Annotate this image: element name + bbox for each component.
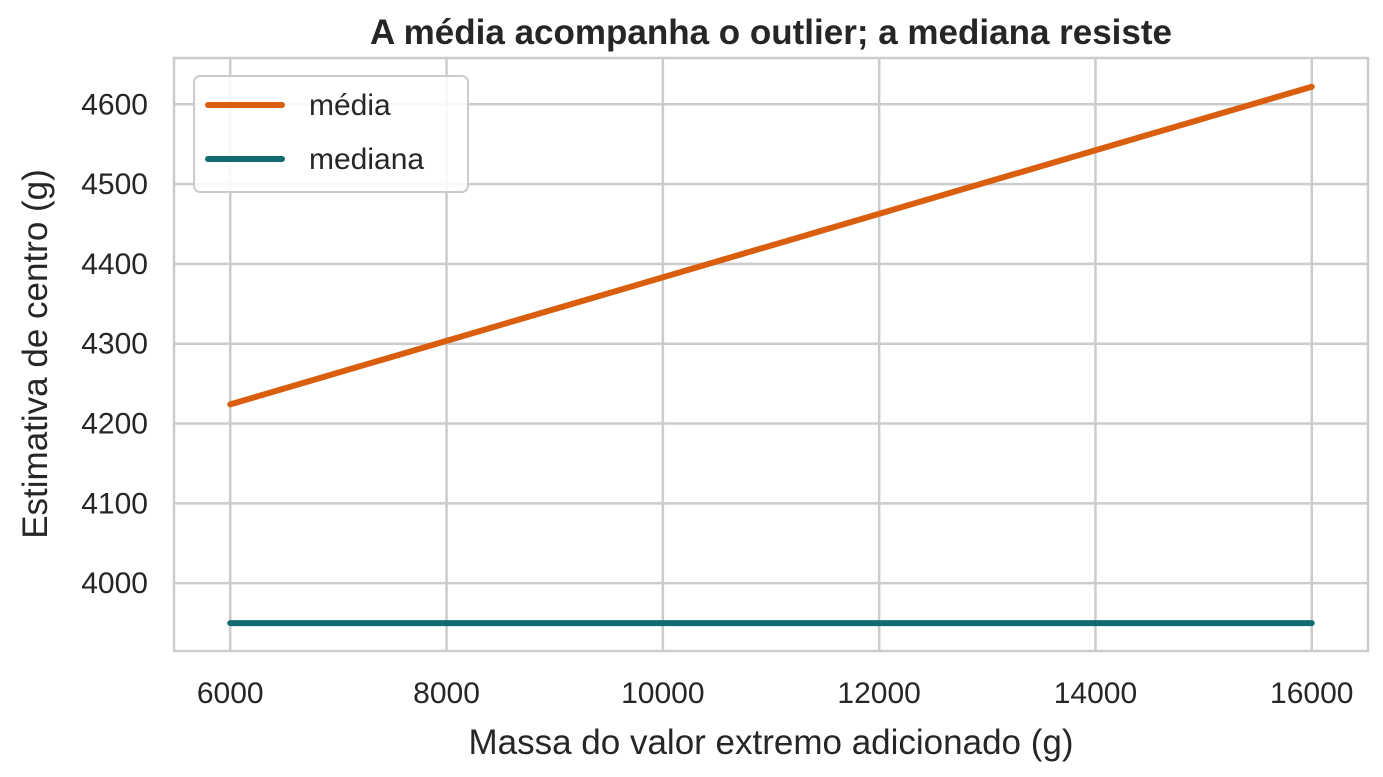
x-tick-label: 6000 (197, 677, 264, 710)
plot-frame (172, 56, 1370, 653)
series-line-media (227, 83, 1315, 408)
y-tick-label: 4200 (81, 408, 148, 441)
y-axis-label: Estimativa de centro (g) (16, 169, 55, 539)
legend-label: média (309, 89, 391, 122)
legend: média mediana (193, 75, 469, 193)
x-tick-label: 8000 (413, 677, 480, 710)
y-tick-label: 4400 (81, 248, 148, 281)
y-tick-label: 4000 (81, 567, 148, 600)
y-tick-label: 4300 (81, 328, 148, 361)
x-tick-label: 14000 (1054, 677, 1137, 710)
y-tick-label: 4600 (81, 88, 148, 121)
y-tick-label: 4100 (81, 487, 148, 520)
series-layer (227, 83, 1315, 627)
chart-title: A média acompanha o outlier; a mediana r… (370, 13, 1172, 52)
y-tick-label: 4500 (81, 168, 148, 201)
legend-label: mediana (309, 143, 424, 176)
x-tick-label: 16000 (1270, 677, 1353, 710)
x-tick-label: 12000 (837, 677, 920, 710)
x-axis-label: Massa do valor extremo adicionado (g) (468, 723, 1073, 762)
x-tick-label: 10000 (621, 677, 704, 710)
tick-layer: 6000 8000 10000 12000 14000 16000 4000 4100 4200… (81, 88, 1353, 710)
